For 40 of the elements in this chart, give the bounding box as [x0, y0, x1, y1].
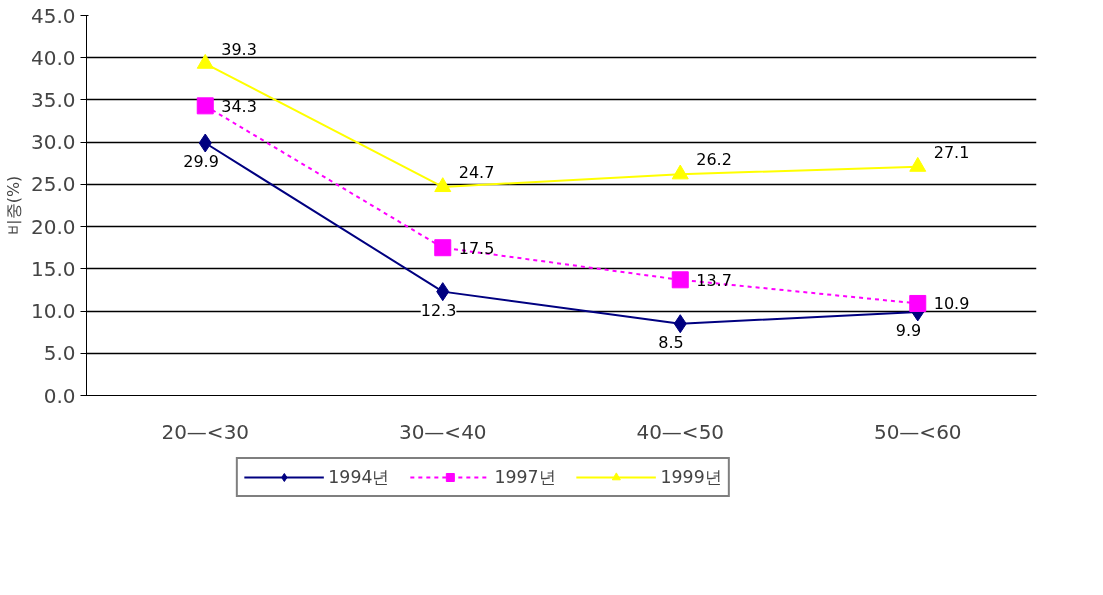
data-label: 26.2: [696, 150, 732, 170]
point: [671, 271, 689, 289]
y-tick-label: 20.0: [30, 214, 76, 239]
y-tick-label: 30.0: [30, 130, 76, 155]
point: [198, 133, 212, 153]
point: [196, 53, 214, 69]
x-tick-label: 50—<60: [873, 419, 962, 444]
y-tick-label: 0.0: [43, 383, 76, 408]
y-tick-label: 40.0: [30, 45, 76, 70]
y-tick-label: 45.0: [30, 3, 76, 28]
y-tick-label: 25.0: [30, 172, 76, 197]
data-label: 8.5: [658, 332, 684, 352]
data-label: 10.9: [933, 294, 970, 314]
y-tick-label: 10.0: [30, 299, 76, 324]
data-label: 27.1: [933, 142, 970, 162]
data-label: 13.7: [696, 270, 732, 290]
data-label: 9.9: [895, 320, 922, 340]
point: [909, 156, 927, 172]
data-label: 24.7: [458, 162, 495, 182]
x-tick-label: 40—<50: [636, 419, 725, 444]
legend-label: 1999년: [660, 466, 722, 489]
point: [434, 177, 452, 193]
y-axis-title: 비중(%): [3, 175, 23, 236]
legend-label: 1994년: [328, 466, 390, 489]
data-label: 29.9: [183, 152, 219, 172]
point: [434, 239, 452, 257]
point: [673, 314, 687, 334]
data-label: 39.3: [221, 39, 257, 59]
legend-label: 1997년: [494, 466, 556, 489]
point: [436, 282, 450, 302]
x-tick-label: 20—<30: [161, 419, 250, 444]
data-label: 12.3: [420, 300, 457, 320]
data-label: 34.3: [221, 96, 257, 116]
y-tick-label: 35.0: [30, 87, 76, 112]
y-tick-label: 15.0: [30, 256, 76, 281]
point: [671, 164, 689, 180]
data-label: 17.5: [458, 238, 495, 258]
point: [909, 294, 927, 312]
x-tick-label: 30—<40: [398, 419, 487, 444]
y-tick-label: 5.0: [43, 341, 76, 366]
